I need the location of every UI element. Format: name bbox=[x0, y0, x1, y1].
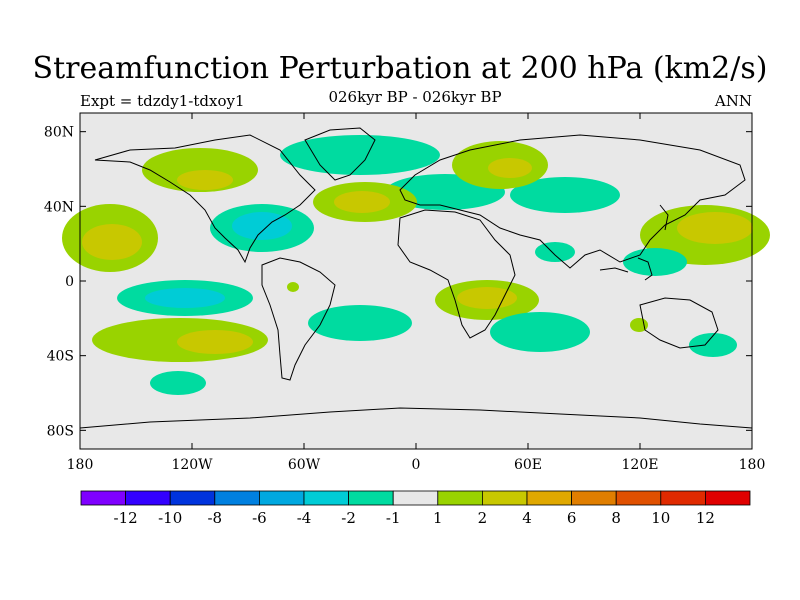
colorbar-label: 12 bbox=[696, 509, 715, 527]
colorbar-label: 10 bbox=[651, 509, 670, 527]
colorbar-label: 6 bbox=[567, 509, 577, 527]
shaded-regions bbox=[62, 135, 770, 395]
lon-tick-label: 60W bbox=[288, 457, 321, 473]
figure-subtitle: 026kyr BP - 026kyr BP bbox=[328, 88, 502, 106]
coast-islands bbox=[599, 267, 629, 273]
experiment-label: Expt = tdzdy1-tdxoy1 bbox=[80, 92, 245, 110]
region-positive-strong bbox=[334, 191, 390, 213]
region-negative bbox=[280, 135, 440, 175]
region-positive-strong bbox=[457, 287, 517, 309]
map-panel bbox=[62, 112, 770, 450]
region-positive-strong bbox=[177, 170, 233, 190]
coast-antarctica bbox=[79, 407, 753, 429]
colorbar: -12 -10 -8 -6 -4 -2 -1 1 2 4 6 8 10 12 bbox=[80, 490, 751, 527]
coast-north-america bbox=[94, 134, 316, 264]
colorbar-label: 4 bbox=[522, 509, 532, 527]
colorbar-label: -12 bbox=[114, 509, 138, 527]
colorbar-swatch bbox=[125, 490, 171, 506]
colorbar-swatch bbox=[526, 490, 572, 506]
colorbar-swatch bbox=[303, 490, 349, 506]
longitude-axis: 180 120W 60W 0 60E 120E 180 bbox=[67, 113, 766, 473]
lat-tick-label: 80S bbox=[47, 423, 74, 439]
lat-tick-label: 0 bbox=[65, 274, 74, 290]
lon-tick-label: 180 bbox=[67, 457, 94, 473]
lon-tick-label: 0 bbox=[412, 457, 421, 473]
lon-tick-label: 60E bbox=[514, 457, 542, 473]
region-negative bbox=[510, 177, 620, 213]
colorbar-swatch bbox=[660, 490, 706, 506]
colorbar-label: -8 bbox=[207, 509, 222, 527]
region-negative bbox=[308, 305, 412, 341]
region-positive-strong bbox=[177, 330, 253, 354]
coastlines bbox=[79, 127, 753, 429]
lat-tick-label: 40S bbox=[47, 349, 74, 365]
region-positive-strong bbox=[82, 224, 142, 260]
colorbar-swatch bbox=[214, 490, 260, 506]
region-negative bbox=[535, 242, 575, 262]
period-label: ANN bbox=[714, 92, 752, 110]
region-positive bbox=[287, 282, 299, 292]
colorbar-swatch bbox=[348, 490, 394, 506]
lon-tick-label: 120W bbox=[171, 457, 213, 473]
region-negative bbox=[623, 248, 687, 276]
colorbar-swatch bbox=[481, 490, 528, 506]
colorbar-swatch bbox=[437, 490, 483, 506]
coast-eurasia bbox=[399, 134, 746, 269]
colorbar-swatch bbox=[571, 490, 617, 506]
colorbar-label: -1 bbox=[386, 509, 401, 527]
colorbar-label: -6 bbox=[252, 509, 267, 527]
region-positive-strong bbox=[677, 212, 753, 244]
colorbar-label: -2 bbox=[341, 509, 356, 527]
colorbar-label: 2 bbox=[478, 509, 488, 527]
colorbar-label: 1 bbox=[433, 509, 443, 527]
lat-tick-label: 80N bbox=[44, 125, 74, 141]
lat-tick-label: 40N bbox=[44, 199, 74, 215]
colorbar-swatch bbox=[615, 490, 662, 506]
coast-greenland bbox=[304, 127, 376, 181]
colorbar-swatch bbox=[80, 490, 126, 506]
region-positive-strong bbox=[488, 158, 532, 178]
coast-africa bbox=[397, 209, 516, 339]
region-negative bbox=[490, 312, 590, 352]
lon-tick-label: 120E bbox=[622, 457, 659, 473]
region-negative bbox=[150, 371, 206, 395]
colorbar-swatch bbox=[705, 490, 751, 506]
colorbar-label: 8 bbox=[611, 509, 621, 527]
lon-tick-label: 180 bbox=[739, 457, 766, 473]
figure-title: Streamfunction Perturbation at 200 hPa (… bbox=[32, 51, 768, 86]
colorbar-swatch bbox=[258, 490, 305, 506]
coast-australia bbox=[639, 297, 719, 349]
region-negative bbox=[689, 333, 737, 357]
colorbar-label: -10 bbox=[158, 509, 182, 527]
coast-islands bbox=[637, 257, 653, 281]
latitude-axis: 80N 40N 0 40S 80S bbox=[44, 125, 752, 439]
colorbar-label: -4 bbox=[297, 509, 312, 527]
region-negative-strong bbox=[145, 288, 225, 308]
colorbar-swatch bbox=[169, 490, 216, 506]
coast-south-america bbox=[261, 257, 336, 381]
coast-islands bbox=[659, 204, 669, 231]
colorbar-swatch bbox=[392, 490, 439, 506]
